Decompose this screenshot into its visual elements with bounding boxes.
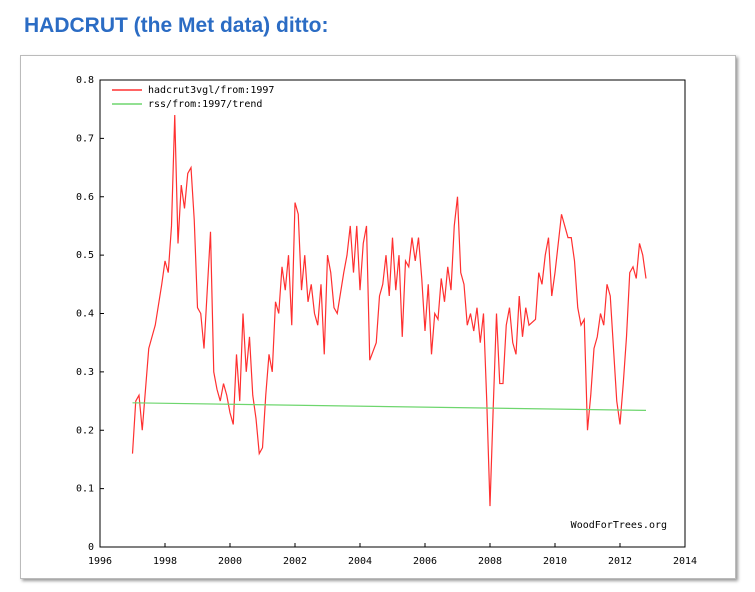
y-tick-label: 0.5	[76, 250, 94, 261]
y-tick-label: 0.8	[76, 75, 94, 86]
series-line	[132, 402, 647, 411]
x-tick-label: 2004	[348, 556, 372, 567]
page-title: HADCRUT (the Met data) ditto:	[24, 14, 329, 37]
x-tick-label: 2012	[608, 556, 632, 567]
plot-area	[99, 79, 686, 548]
x-tick-label: 1998	[153, 556, 177, 567]
y-tick-label: 0.4	[76, 309, 94, 320]
y-tick-label: 0.1	[76, 484, 94, 495]
legend-label: hadcrut3vgl/from:1997	[148, 85, 274, 96]
x-tick-label: 2006	[413, 556, 437, 567]
y-tick-label: 0.3	[76, 367, 94, 378]
x-tick-label: 2010	[543, 556, 567, 567]
x-tick-label: 2014	[673, 556, 697, 567]
y-tick-label: 0.2	[76, 425, 94, 436]
x-tick-label: 2000	[218, 556, 242, 567]
y-tick-label: 0.6	[76, 192, 94, 203]
y-tick-label: 0	[88, 542, 94, 553]
x-tick-label: 1996	[88, 556, 112, 567]
x-tick-label: 2002	[283, 556, 307, 567]
y-tick-label: 0.7	[76, 133, 94, 144]
x-tick-label: 2008	[478, 556, 502, 567]
annotation: WoodForTrees.org	[571, 520, 667, 531]
legend-label: rss/from:1997/trend	[148, 99, 262, 110]
series-line	[131, 115, 647, 507]
